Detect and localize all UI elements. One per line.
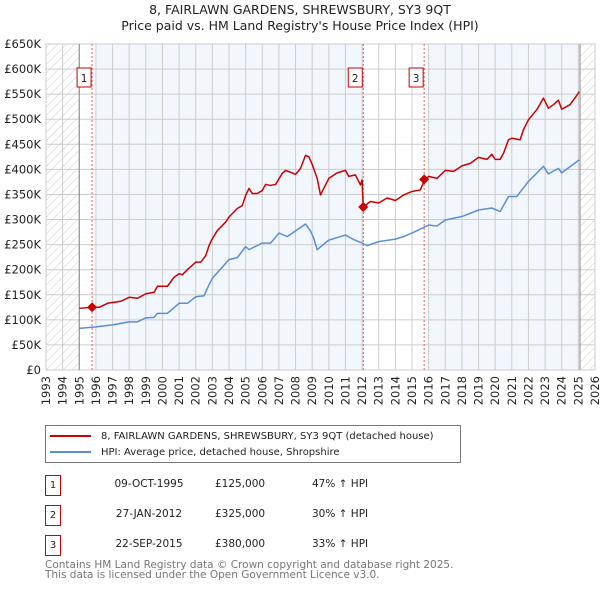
sale-label-box: [76, 67, 92, 88]
x-tick-label: 2011: [338, 376, 352, 405]
legend-swatch-red: [50, 435, 91, 437]
x-tick-label: 2016: [422, 376, 436, 405]
x-tick-label: 1998: [122, 376, 136, 405]
sale-price: £325,000: [215, 508, 266, 520]
y-tick-label: £650K: [4, 37, 41, 51]
sale-marker-label: 3: [45, 535, 61, 556]
sale-point: [419, 174, 430, 185]
sale-price: £125,000: [215, 478, 266, 490]
title-line: 8, FAIRLAWN GARDENS, SHREWSBURY, SY3 9QT: [149, 2, 451, 17]
y-tick-label: £50K: [12, 338, 42, 352]
y-tick-label: £150K: [4, 288, 41, 302]
legend-label: 8, FAIRLAWN GARDENS, SHREWSBURY, SY3 9QT…: [101, 430, 434, 442]
highlight-band: [79, 44, 96, 370]
x-tick-label: 2018: [455, 376, 469, 405]
footer-line: This data is licensed under the Open Gov…: [45, 569, 380, 581]
sale-date: 09-OCT-1995: [114, 478, 184, 490]
x-tick-label: 2013: [372, 376, 386, 405]
x-tick-label: 2002: [189, 376, 203, 405]
footer-line: Contains HM Land Registry data © Crown c…: [45, 559, 454, 571]
x-tick-label: 2015: [405, 376, 419, 405]
x-tick-label: 2019: [472, 376, 486, 405]
x-tick-label: 2022: [521, 376, 535, 405]
x-tick-label: 2000: [155, 376, 169, 405]
y-tick-label: £500K: [4, 112, 41, 126]
subtitle-line: Price paid vs. HM Land Registry's House …: [121, 18, 479, 33]
x-tick-label: 1996: [89, 376, 103, 405]
plot-border: [45, 43, 596, 371]
x-tick-label: 2025: [571, 376, 585, 405]
x-tick-label: 2014: [388, 376, 402, 405]
legend: 8, FAIRLAWN GARDENS, SHREWSBURY, SY3 9QT…: [45, 425, 461, 463]
sale-price: £380,000: [215, 538, 266, 550]
x-tick-label: 2023: [538, 376, 552, 405]
hatched-region-after: [580, 44, 595, 370]
x-tick-label: 2021: [505, 376, 519, 405]
sale-marker-label: 1: [45, 475, 61, 496]
series-line-property: [79, 91, 580, 310]
y-tick-label: £0: [26, 363, 41, 377]
x-tick-label: 2012: [355, 376, 369, 405]
y-tick-label: £450K: [4, 137, 41, 151]
x-tick-label: 2004: [222, 376, 236, 405]
x-tick-label: 2007: [272, 376, 286, 405]
chart-title: 8, FAIRLAWN GARDENS, SHREWSBURY, SY3 9QT…: [0, 2, 600, 34]
x-tick-label: 1995: [72, 376, 86, 405]
x-tick-label: 2026: [588, 376, 600, 405]
y-tick-label: £200K: [4, 263, 41, 277]
y-tick-label: £250K: [4, 238, 41, 252]
sale-label-box: [408, 67, 424, 88]
x-tick-label: 1997: [106, 376, 120, 405]
y-tick-label: £100K: [4, 313, 41, 327]
x-tick-label: 2001: [172, 376, 186, 405]
x-tick-label: 2009: [305, 376, 319, 405]
sale-point: [87, 302, 98, 313]
sale-hpi-diff: 33% ↑ HPI: [312, 538, 369, 550]
x-tick-label: 2005: [239, 376, 253, 405]
x-tick-label: 1994: [56, 376, 70, 405]
sale-marker-label: 2: [45, 505, 61, 526]
sale-label: 2: [352, 73, 359, 85]
highlight-band: [363, 44, 429, 370]
sale-hpi-diff: 47% ↑ HPI: [312, 478, 369, 490]
y-tick-label: £350K: [4, 187, 41, 201]
sale-label: 3: [413, 73, 420, 85]
sale-label-box: [347, 67, 363, 88]
x-tick-label: 1993: [39, 376, 53, 405]
x-tick-label: 2003: [205, 376, 219, 405]
sale-date: 27-JAN-2012: [115, 508, 183, 520]
sale-point: [358, 202, 369, 212]
legend-swatch-blue: [50, 451, 91, 453]
x-tick-label: 2024: [555, 376, 569, 405]
sale-date: 22-SEP-2015: [115, 538, 183, 550]
y-tick-label: £300K: [4, 213, 41, 227]
sale-label: 1: [81, 73, 88, 85]
series-line-hpi: [79, 159, 580, 330]
y-tick-label: £600K: [4, 62, 41, 76]
footer: Contains HM Land Registry data © Crown c…: [45, 559, 454, 581]
x-tick-label: 2020: [488, 376, 502, 405]
y-tick-label: £400K: [4, 162, 41, 176]
x-tick-label: 1999: [139, 376, 153, 405]
legend-item-hpi: HPI: Average price, detached house, Shro…: [50, 444, 340, 460]
x-tick-label: 2006: [255, 376, 269, 405]
x-tick-label: 2008: [289, 376, 303, 405]
plot-background: [79, 44, 581, 370]
y-tick-label: £550K: [4, 87, 41, 101]
legend-label: HPI: Average price, detached house, Shro…: [101, 446, 340, 458]
chart-plot: 1993 1994 1995 1996 1997 1998 1999 2000 2001 2002…: [4, 37, 600, 405]
sale-hpi-diff: 30% ↑ HPI: [312, 508, 369, 520]
legend-item-property: 8, FAIRLAWN GARDENS, SHREWSBURY, SY3 9QT…: [50, 428, 434, 444]
x-tick-label: 2010: [322, 376, 336, 405]
x-tick-label: 2017: [438, 376, 452, 405]
